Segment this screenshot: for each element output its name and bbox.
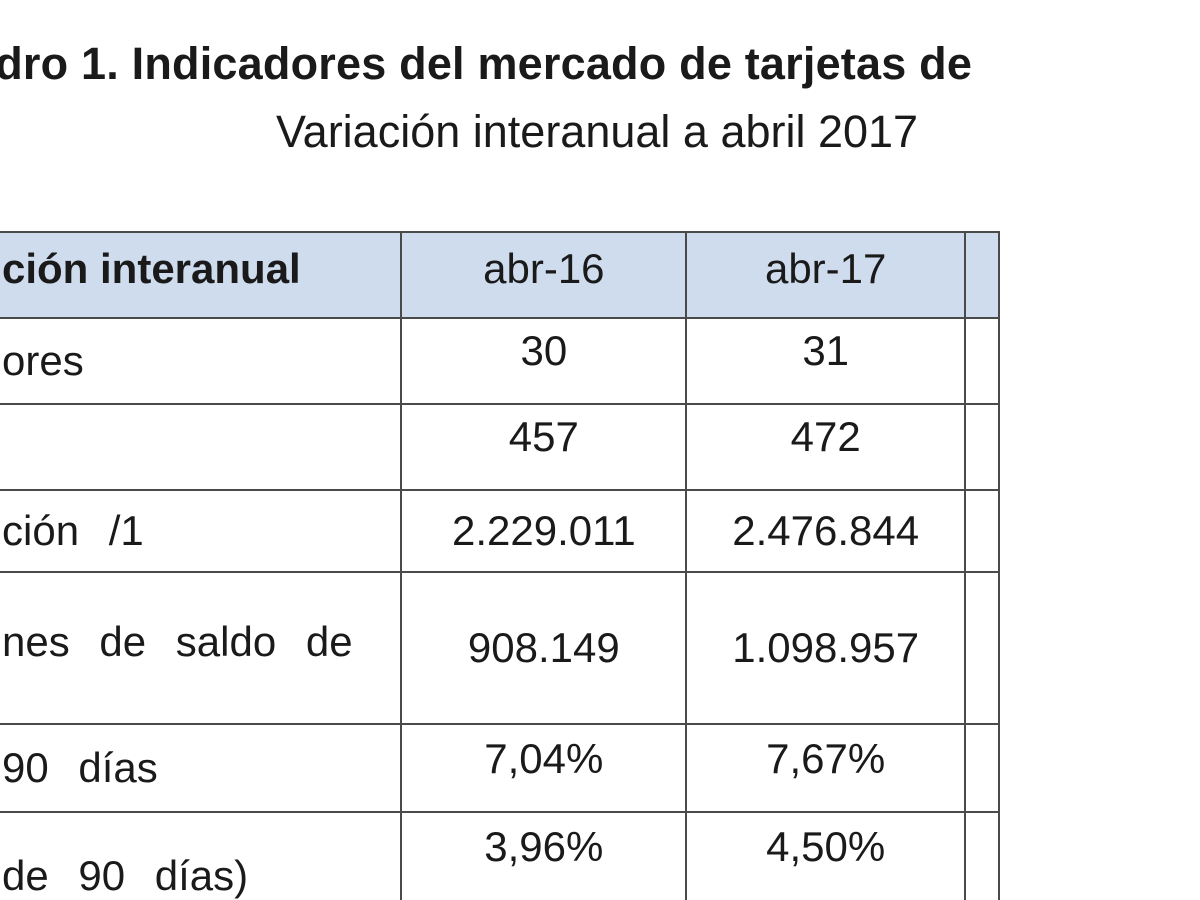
- table-row: ción /1 2.229.011 2.476.844: [0, 489, 1001, 573]
- cell-abr-16: 457: [400, 403, 688, 491]
- cell-extra: [963, 722, 1001, 813]
- cell-extra: [963, 570, 1001, 725]
- row-label: ción /1: [0, 489, 403, 573]
- table-row: ores 30 31: [0, 317, 1001, 405]
- indicators-table: ción interanual abr-16 abr-17 ores 30 31…: [0, 231, 1001, 900]
- table-header-row: ción interanual abr-16 abr-17: [0, 231, 1001, 319]
- table-row: 90 días 7,04% 7,67%: [0, 722, 1001, 813]
- table-title: adro 1. Indicadores del mercado de tarje…: [0, 38, 973, 89]
- header-indicator: ción interanual: [0, 231, 403, 319]
- cell-abr-17: 1.098.957: [685, 570, 966, 725]
- cell-abr-17: 7,67%: [685, 722, 966, 813]
- table-row: de 90 días) 3,96% 4,50%: [0, 810, 1001, 900]
- cell-abr-16: 30: [400, 317, 688, 405]
- cell-abr-16: 3,96%: [400, 810, 688, 900]
- table-row: 457 472: [0, 403, 1001, 491]
- row-label: nes de saldo de: [0, 570, 403, 725]
- cell-extra: [963, 810, 1001, 900]
- table-subtitle: Variación interanual a abril 2017: [276, 106, 919, 157]
- table-row: nes de saldo de 908.149 1.098.957: [0, 570, 1001, 725]
- cell-extra: [963, 489, 1001, 573]
- cell-abr-16: 2.229.011: [400, 489, 688, 573]
- header-abr-17: abr-17: [685, 231, 966, 319]
- header-extra: [963, 231, 1001, 319]
- cell-abr-16: 908.149: [400, 570, 688, 725]
- cell-abr-16: 7,04%: [400, 722, 688, 813]
- row-label: ores: [0, 317, 403, 405]
- header-abr-16: abr-16: [400, 231, 688, 319]
- cell-abr-17: 4,50%: [685, 810, 966, 900]
- row-label: de 90 días): [0, 810, 403, 900]
- row-label: [0, 403, 403, 491]
- cell-abr-17: 472: [685, 403, 966, 491]
- cell-abr-17: 31: [685, 317, 966, 405]
- cell-extra: [963, 403, 1001, 491]
- cell-extra: [963, 317, 1001, 405]
- row-label: 90 días: [0, 722, 403, 813]
- cell-abr-17: 2.476.844: [685, 489, 966, 573]
